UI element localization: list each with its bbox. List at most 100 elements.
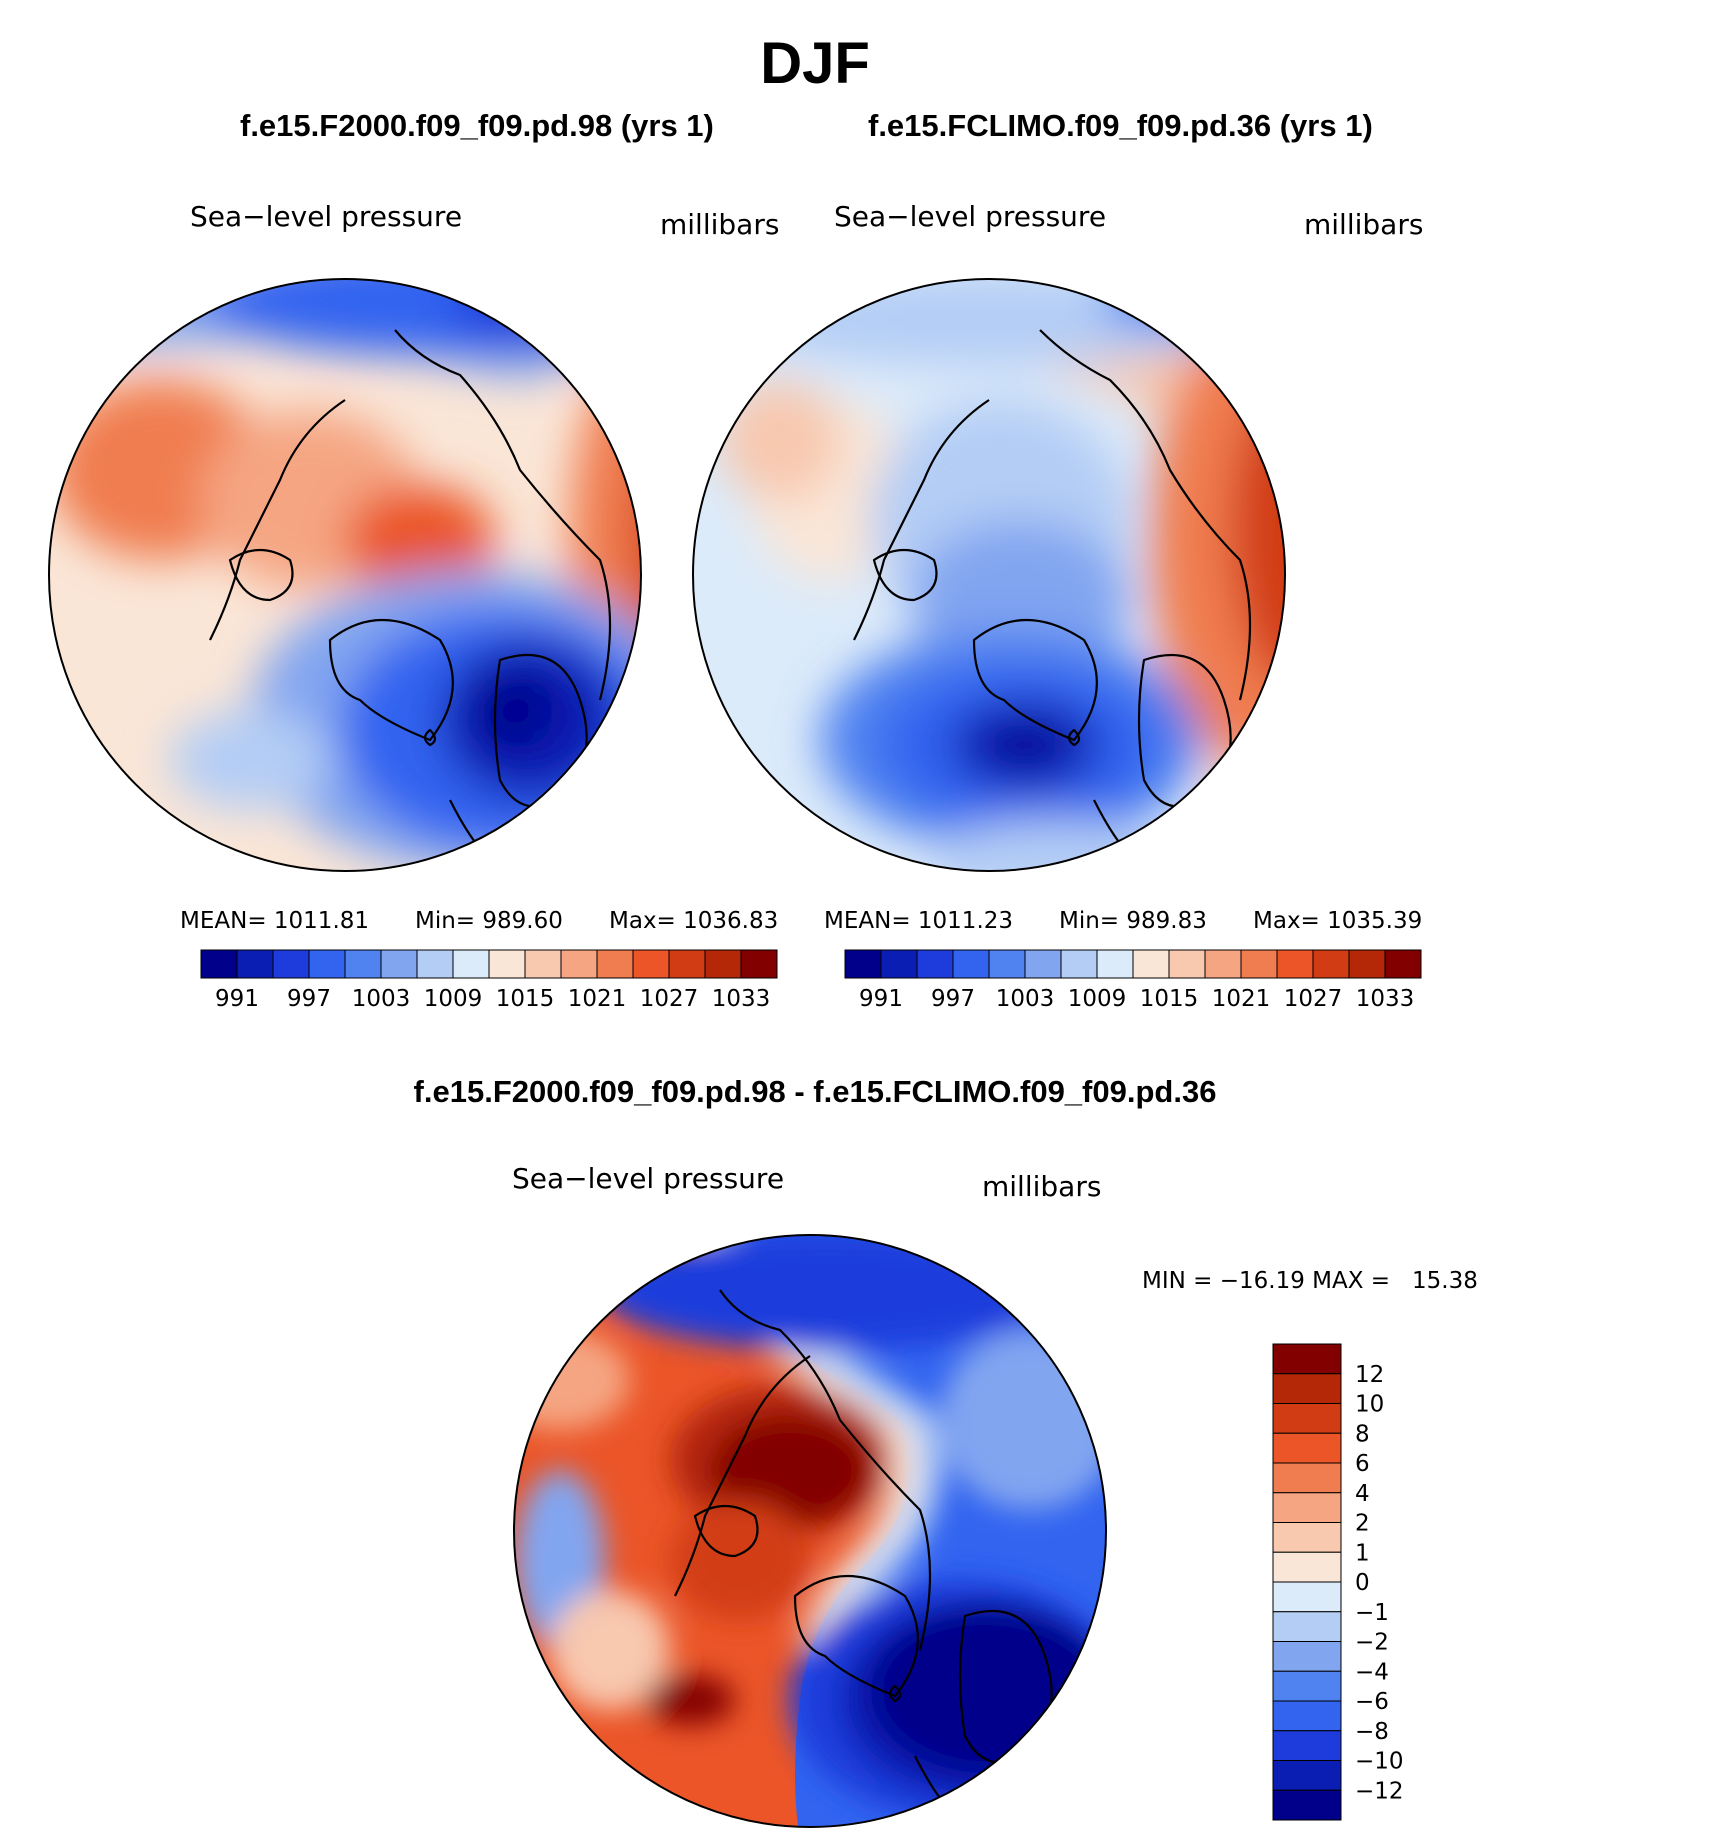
panel-1-min: Min= 989.60 [415,908,563,934]
diff-colorbar-tick: −8 [1355,1719,1389,1745]
diff-colorbar-tick: −12 [1355,1778,1404,1804]
diff-colorbar-box [1272,1373,1342,1404]
diff-colorbar-tick: 10 [1355,1392,1384,1418]
panel-2-colorbar-tick: 997 [931,986,975,1012]
panel-2-colorbar-box [916,949,954,979]
diff-colorbar-box [1272,1343,1342,1375]
diff-colorbar-tick: −10 [1355,1749,1404,1775]
panel-2-colorbar-box [1276,949,1314,979]
diff-colorbar-tick: −1 [1355,1600,1389,1626]
panel-2-colorbar-box [880,949,918,979]
diff-colorbar-box [1272,1641,1342,1672]
panel-1-colorbar-tick: 1033 [712,986,771,1012]
panel-1-colorbar-box [740,949,778,979]
panel-1-units: millibars [660,208,780,241]
diff-colorbar-box [1272,1611,1342,1642]
panel-1-colorbar-tick: 1027 [640,986,699,1012]
panel-2-max: Max= 1035.39 [1253,908,1423,934]
diff-panel-map [513,1234,1107,1828]
panel-2-variable: Sea−level pressure [834,200,1107,233]
diff-colorbar-box [1272,1789,1342,1821]
diff-colorbar-box [1272,1670,1342,1702]
diff-colorbar-tick: 8 [1355,1421,1370,1447]
panel-2-map [692,278,1286,872]
diff-colorbar-box [1272,1403,1342,1434]
diff-panel-variable: Sea−level pressure [512,1162,785,1195]
panel-1-mean: MEAN= 1011.81 [180,908,370,934]
panel-2-colorbar-box [1024,949,1062,979]
diff-colorbar-tick: 1 [1355,1540,1370,1566]
panel-1-colorbar-tick: 1009 [424,986,483,1012]
diff-colorbar-box [1272,1492,1342,1523]
panel-1-colorbar-box [344,949,382,979]
diff-colorbar-tick: −6 [1355,1689,1389,1715]
diff-panel-title: f.e15.F2000.f09_f09.pd.98 - f.e15.FCLIMO… [413,1074,1217,1109]
panel-1-colorbar-tick: 1003 [352,986,411,1012]
panel-1-colorbar-box [704,949,742,979]
diff-colorbar-box [1272,1432,1342,1464]
panel-1-colorbar-box [632,949,670,979]
panel-2-colorbar-box [1240,949,1278,979]
panel-1-colorbar-box [380,949,418,979]
diff-colorbar-box [1272,1522,1342,1553]
diff-colorbar-box [1272,1462,1342,1494]
figure-title: DJF [760,31,870,96]
panel-2-colorbar-tick: 1003 [996,986,1055,1012]
diff-colorbar-box [1272,1551,1342,1583]
diff-colorbar-tick: −2 [1355,1630,1389,1656]
panel-1-colorbar-box [452,949,490,979]
panel-2-colorbar-box [844,949,882,979]
panel-1-colorbar-box [416,949,454,979]
panel-1-map [48,278,642,872]
panel-1-colorbar-box [488,949,526,979]
panel-2-units: millibars [1304,208,1424,241]
panel-2-colorbar-box [1348,949,1386,979]
panel-2-colorbar-box [1168,949,1206,979]
panel-1-colorbar-box [596,949,634,979]
panel-2-title: f.e15.FCLIMO.f09_f09.pd.36 (yrs 1) [868,108,1373,143]
panel-2-colorbar-tick: 1009 [1068,986,1127,1012]
panel-2-colorbar-tick: 1033 [1356,986,1415,1012]
panel-1-variable: Sea−level pressure [190,200,463,233]
panel-1-colorbar-tick: 1021 [568,986,627,1012]
diff-panel-minmax: MIN = −16.19 MAX = 15.38 [1142,1268,1478,1294]
diff-colorbar-tick: 2 [1355,1511,1370,1537]
panel-2-mean: MEAN= 1011.23 [824,908,1014,934]
panel-2-colorbar-box [988,949,1026,979]
diff-colorbar-tick: 0 [1355,1570,1370,1596]
panel-1-colorbar-tick: 997 [287,986,331,1012]
diff-panel-units: millibars [982,1170,1102,1203]
panel-2-colorbar-box [1060,949,1098,979]
panel-2-colorbar-box [952,949,990,979]
panel-2-colorbar-tick: 1015 [1140,986,1199,1012]
panel-1-colorbar-box [668,949,706,979]
diff-colorbar-box [1272,1581,1342,1613]
panel-2-colorbar-tick: 1021 [1212,986,1271,1012]
panel-1-title: f.e15.F2000.f09_f09.pd.98 (yrs 1) [240,108,714,143]
panel-1-colorbar-box [200,949,238,979]
panel-1-colorbar-box [524,949,562,979]
diff-colorbar-box [1272,1700,1342,1732]
diff-colorbar-tick: −4 [1355,1659,1389,1685]
panel-1-max: Max= 1036.83 [609,908,779,934]
panel-2-colorbar-box [1096,949,1134,979]
panel-1-colorbar-tick: 991 [215,986,259,1012]
panel-2-colorbar-box [1132,949,1170,979]
panel-2-colorbar-box [1312,949,1350,979]
panel-2-min: Min= 989.83 [1059,908,1207,934]
diff-colorbar-box [1272,1760,1342,1791]
panel-1-colorbar-box [236,949,274,979]
diff-colorbar-tick: 12 [1355,1362,1384,1388]
diff-colorbar-tick: 4 [1355,1481,1370,1507]
panel-2-colorbar-tick: 1027 [1284,986,1343,1012]
panel-2-colorbar-box [1384,949,1422,979]
panel-1-colorbar-tick: 1015 [496,986,555,1012]
diff-colorbar-box [1272,1730,1342,1761]
panel-1-colorbar: 991 997 1003 1009 1015 1021 1027 1033 [200,949,778,1012]
panel-2-colorbar-box [1204,949,1242,979]
panel-1-colorbar-box [308,949,346,979]
panel-1-colorbar-box [560,949,598,979]
diff-colorbar-tick: 6 [1355,1451,1370,1477]
